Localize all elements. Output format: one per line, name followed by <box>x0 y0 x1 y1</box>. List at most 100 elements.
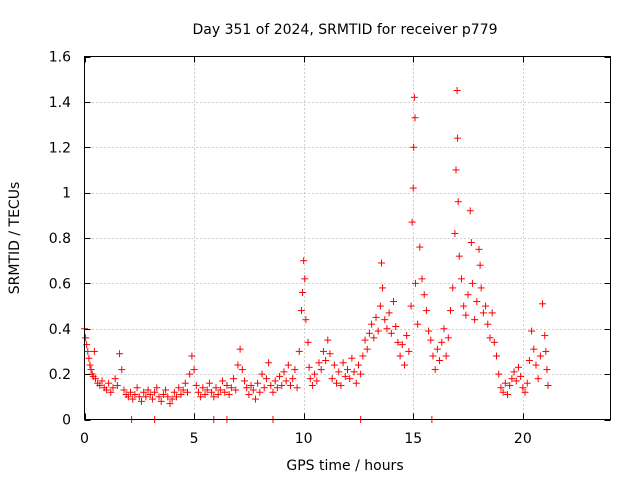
data-point <box>411 114 419 122</box>
x-tick-label: 10 <box>295 431 313 447</box>
data-point <box>534 375 542 383</box>
data-point <box>407 302 415 310</box>
data-point <box>113 381 121 389</box>
data-point <box>267 381 275 389</box>
data-point <box>429 352 437 360</box>
data-point <box>293 384 301 392</box>
data-point <box>247 381 255 389</box>
data-point <box>405 347 413 355</box>
data-point <box>449 284 457 292</box>
data-point <box>482 302 490 310</box>
data-point <box>105 379 113 387</box>
data-point <box>175 384 183 392</box>
data-point <box>476 261 484 269</box>
data-point <box>394 338 402 346</box>
y-tick-label: 1.4 <box>49 95 71 111</box>
data-point <box>499 388 507 396</box>
data-point <box>493 352 501 360</box>
data-point <box>433 345 441 353</box>
data-point <box>199 384 207 392</box>
data-point <box>452 166 460 174</box>
data-point <box>350 368 358 376</box>
x-tick-label: 15 <box>404 431 422 447</box>
data-point <box>155 393 163 401</box>
data-point <box>273 384 281 392</box>
data-point <box>184 388 192 396</box>
data-point <box>455 252 463 260</box>
data-point <box>324 336 332 344</box>
data-point <box>148 395 156 403</box>
data-point <box>422 307 430 315</box>
data-point <box>144 386 152 394</box>
data-point <box>240 377 248 385</box>
data-point <box>201 391 209 399</box>
data-point <box>269 388 277 396</box>
data-point <box>464 291 472 299</box>
data-point <box>460 302 468 310</box>
data-point <box>118 366 126 374</box>
data-point <box>514 363 522 371</box>
data-point <box>166 400 174 408</box>
data-point <box>168 395 176 403</box>
data-point <box>197 393 205 401</box>
y-tick-label: 0.6 <box>49 276 71 292</box>
data-point <box>216 386 224 394</box>
data-point <box>142 393 150 401</box>
x-axis-label: GPS time / hours <box>286 458 403 474</box>
data-point <box>315 359 323 367</box>
data-point <box>245 391 253 399</box>
data-point <box>300 257 308 265</box>
data-point <box>374 327 382 335</box>
data-point <box>214 391 222 399</box>
data-point <box>440 325 448 333</box>
data-point <box>295 347 303 355</box>
data-points <box>81 87 552 423</box>
data-point <box>173 393 181 401</box>
data-point <box>188 352 196 360</box>
data-point <box>129 395 137 403</box>
data-point <box>111 375 119 383</box>
data-point <box>503 391 511 399</box>
plot-frame <box>84 56 611 420</box>
data-point <box>177 391 185 399</box>
data-point <box>479 309 487 317</box>
data-point <box>431 366 439 374</box>
data-point <box>400 361 408 369</box>
data-point <box>84 347 92 355</box>
data-point <box>221 388 229 396</box>
data-point <box>90 347 98 355</box>
data-point <box>260 384 268 392</box>
data-point <box>205 379 213 387</box>
data-point <box>151 388 159 396</box>
chart-title: Day 351 of 2024, SRMTID for receiver p77… <box>192 22 497 38</box>
data-point <box>210 393 218 401</box>
data-point <box>87 366 95 374</box>
data-point <box>453 87 461 95</box>
data-point <box>495 370 503 378</box>
data-point <box>133 384 141 392</box>
data-point <box>473 298 481 306</box>
data-point <box>91 375 99 383</box>
data-point <box>398 341 406 349</box>
data-point <box>140 388 148 396</box>
data-point <box>408 218 416 226</box>
y-tick-label: 0.8 <box>49 231 71 247</box>
data-point <box>486 334 494 342</box>
data-point <box>377 259 385 267</box>
data-point <box>543 366 551 374</box>
data-point <box>135 393 143 401</box>
data-point <box>365 329 373 337</box>
data-point <box>299 288 307 296</box>
data-point <box>420 291 428 299</box>
y-tick-labels: 0 0.2 0.4 0.6 0.8 1 1.2 1.4 1.6 <box>49 50 71 429</box>
data-point <box>153 384 161 392</box>
data-point <box>410 93 418 101</box>
data-point <box>219 377 227 385</box>
data-point <box>306 375 314 383</box>
data-point <box>341 372 349 380</box>
data-point <box>98 377 106 385</box>
data-point <box>427 336 435 344</box>
data-point <box>403 332 411 340</box>
axis-ticks <box>84 56 611 421</box>
